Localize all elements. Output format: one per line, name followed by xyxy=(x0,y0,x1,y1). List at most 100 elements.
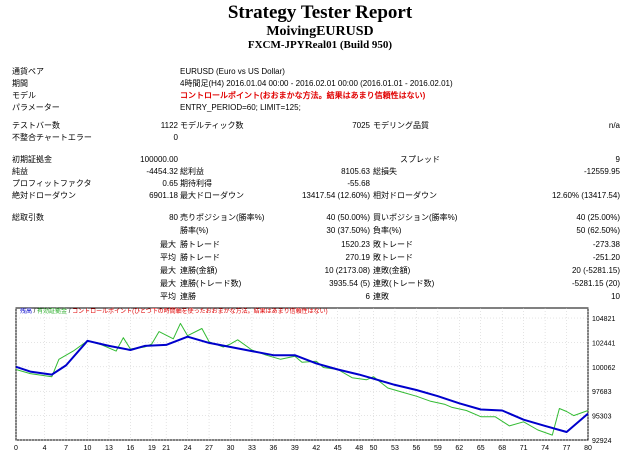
errors-label: 不整合チャートエラー xyxy=(12,133,92,142)
relative-drawdown-value: 12.60% (13417.54) xyxy=(551,191,620,200)
x-tick-label-23: 68 xyxy=(498,445,506,452)
balance-line xyxy=(15,335,589,433)
avg-consec-win-label: 連勝 xyxy=(180,292,196,301)
bars-label: テストバー数 xyxy=(12,121,60,130)
deposit-label: 初期証拠金 xyxy=(12,155,52,164)
gross-loss-value: -12559.95 xyxy=(583,167,620,176)
x-tick-label-14: 42 xyxy=(312,445,320,452)
x-tick-label-19: 56 xyxy=(413,445,421,452)
x-tick-label-7: 21 xyxy=(162,445,170,452)
consec-loss-amt-label: 連敗(金額) xyxy=(373,266,411,275)
x-tick-label-18: 53 xyxy=(391,445,399,452)
largest-win-value: 1520.23 xyxy=(341,240,370,249)
params-value: ENTRY_PERIOD=60; LIMIT=125; xyxy=(180,103,301,112)
ticks-label: モデルティック数 xyxy=(180,121,244,130)
consec-loss-trades-value: -5281.15 (20) xyxy=(571,279,620,288)
symbol-label: 通貨ペア xyxy=(12,67,44,76)
average-loss-value: -251.20 xyxy=(592,253,620,262)
largest-loss-label: 敗トレード xyxy=(373,240,413,249)
consec-loss-trades-label: 連敗(トレード数) xyxy=(373,279,435,288)
maximal-drawdown-value: 13417.54 (12.60%) xyxy=(301,191,370,200)
x-tick-label-4: 13 xyxy=(105,445,113,452)
avg-consec-win-value: 6 xyxy=(365,292,370,301)
x-tick-label-2: 7 xyxy=(64,445,68,452)
x-tick-label-22: 65 xyxy=(477,445,485,452)
profit-trades-value: 30 (37.50%) xyxy=(326,226,370,235)
loss-trades-value: 50 (62.50%) xyxy=(576,226,620,235)
expected-payoff-value: -55.68 xyxy=(347,179,370,188)
y-tick-label-1: 102441 xyxy=(592,340,615,347)
relative-drawdown-label: 相対ドローダウン xyxy=(373,191,437,200)
spread-label: スプレッド xyxy=(400,155,440,164)
legend-note: コントロールポイント(ひとつ下の時間軸を使ったおおまかな方法。結果はあまり信頼性… xyxy=(72,309,328,315)
server-build: FXCM-JPYReal01 (Build 950) xyxy=(247,39,393,51)
expected-payoff-label: 期待利得 xyxy=(180,179,212,188)
period-label: 期間 xyxy=(12,79,28,88)
ticks-value: 7025 xyxy=(352,121,370,130)
consec-win-trades-label: 連勝(トレード数) xyxy=(180,279,242,288)
gross-loss-label: 総損失 xyxy=(373,167,397,176)
x-tick-label-10: 30 xyxy=(227,445,235,452)
short-positions-label: 売りポジション(勝率%) xyxy=(180,213,265,222)
x-tick-label-13: 39 xyxy=(291,445,299,452)
chart-plot-area xyxy=(15,307,589,441)
model-label: モデル xyxy=(12,91,36,100)
x-tick-label-0: 0 xyxy=(14,445,18,452)
average-win-label: 勝トレード xyxy=(180,253,220,262)
quality-value: n/a xyxy=(608,121,620,130)
x-tick-label-27: 80 xyxy=(584,445,592,452)
loss-trades-label: 負率(%) xyxy=(373,226,402,235)
legend-equity: 有効証拠金 xyxy=(37,309,68,315)
max-consec-trades-label: 最大 xyxy=(160,279,176,288)
long-positions-value: 40 (25.00%) xyxy=(576,213,620,222)
quality-label: モデリング品質 xyxy=(373,121,429,130)
x-tick-label-1: 4 xyxy=(43,445,47,452)
balance-chart: 104821 102441 100062 97683 95303 92924 0 4 7 10 13… xyxy=(14,307,615,452)
x-tick-label-3: 10 xyxy=(84,445,92,452)
errors-value: 0 xyxy=(173,133,178,142)
x-tick-label-12: 36 xyxy=(270,445,278,452)
avg-consec-loss-label: 連敗 xyxy=(373,292,389,301)
profit-trades-label: 勝率(%) xyxy=(180,226,209,235)
average-loss-label: 敗トレード xyxy=(373,253,413,262)
x-tick-label-21: 62 xyxy=(455,445,463,452)
x-tick-label-25: 74 xyxy=(541,445,549,452)
max-consec-amt-label: 最大 xyxy=(160,266,176,275)
x-tick-label-8: 24 xyxy=(184,445,192,452)
consec-win-trades-value: 3935.54 (5) xyxy=(329,279,370,288)
x-tick-label-17: 50 xyxy=(370,445,378,452)
absolute-drawdown-value: 6901.18 xyxy=(149,191,178,200)
consec-loss-amt-value: 20 (-5281.15) xyxy=(571,266,620,275)
symbol-value: EURUSD (Euro vs US Dollar) xyxy=(180,67,285,76)
largest-label: 最大 xyxy=(160,240,176,249)
avg-consec-loss-value: 10 xyxy=(611,292,620,301)
largest-loss-value: -273.38 xyxy=(592,240,620,249)
total-trades-label: 総取引数 xyxy=(12,213,44,222)
x-tick-label-15: 45 xyxy=(334,445,342,452)
x-tick-label-26: 77 xyxy=(563,445,571,452)
x-tick-label-6: 19 xyxy=(148,445,156,452)
absolute-drawdown-label: 絶対ドローダウン xyxy=(12,191,76,200)
expert-name: MoivingEURUSD xyxy=(266,24,374,39)
profit-factor-value: 0.65 xyxy=(162,179,178,188)
spread-value: 9 xyxy=(615,155,620,164)
params-label: パラメーター xyxy=(12,103,60,112)
consec-win-amt-value: 10 (2173.08) xyxy=(324,266,370,275)
x-tick-label-20: 59 xyxy=(434,445,442,452)
profit-factor-label: プロフィットファクタ xyxy=(12,179,92,188)
net-profit-label: 純益 xyxy=(12,167,28,176)
period-value: 4時間足(H4) 2016.01.04 00:00 - 2016.02.01 0… xyxy=(180,79,453,88)
gross-profit-label: 総利益 xyxy=(180,167,204,176)
x-tick-label-5: 16 xyxy=(127,445,135,452)
avg-consec-label: 平均 xyxy=(160,292,176,301)
y-tick-label-0: 104821 xyxy=(592,316,615,323)
chart-legend: 残高 / 有効証拠金 / コントロールポイント(ひとつ下の時間軸を使ったおおまか… xyxy=(20,309,328,315)
legend-balance: 残高 xyxy=(20,309,33,315)
y-tick-label-3: 97683 xyxy=(592,389,612,396)
short-positions-value: 40 (50.00%) xyxy=(326,213,370,222)
x-tick-label-11: 33 xyxy=(248,445,256,452)
largest-win-label: 勝トレード xyxy=(180,240,220,249)
consec-win-amt-label: 連勝(金額) xyxy=(180,266,218,275)
y-tick-label-4: 95303 xyxy=(592,414,612,421)
gross-profit-value: 8105.63 xyxy=(341,167,370,176)
